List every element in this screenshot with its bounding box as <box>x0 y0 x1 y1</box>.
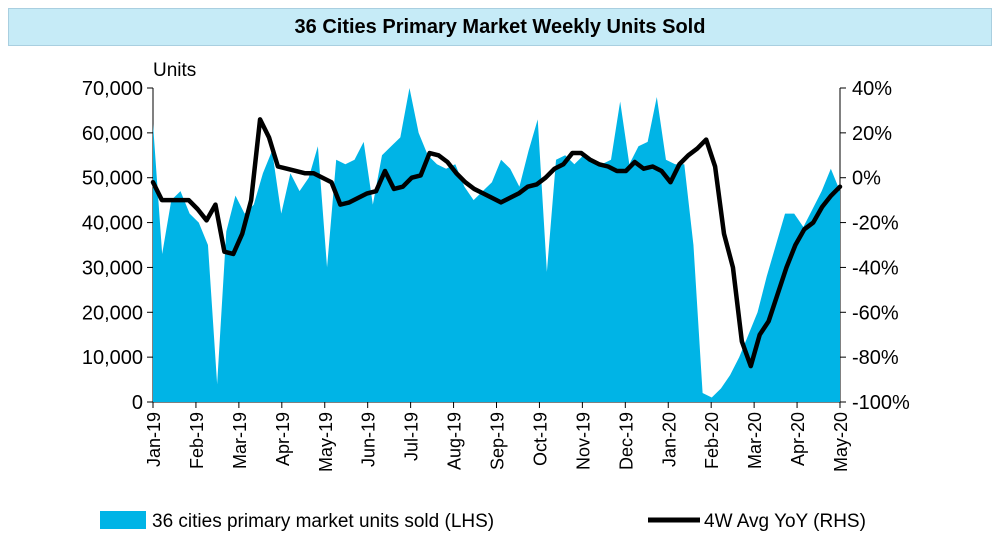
chart-title-bar: 36 Cities Primary Market Weekly Units So… <box>8 8 992 46</box>
x-axis-tick-label: Mar-19 <box>230 412 250 469</box>
x-axis-tick-label: Feb-19 <box>187 412 207 469</box>
x-axis-tick-label: Dec-19 <box>616 412 636 470</box>
x-axis-tick-label: Nov-19 <box>573 412 593 470</box>
x-axis-tick-label: Jul-19 <box>402 412 422 461</box>
left-axis-tick-label: 0 <box>132 392 143 414</box>
x-axis-tick-label: Feb-20 <box>702 412 722 469</box>
legend-swatch-units-sold <box>100 511 146 529</box>
area-layer <box>153 88 840 402</box>
right-axis-tick-label: -40% <box>852 257 899 279</box>
x-axis-tick-label: Oct-19 <box>530 412 550 466</box>
line-layer <box>150 117 843 369</box>
left-axis-tick-label: 20,000 <box>82 302 143 324</box>
left-axis-tick-label: 50,000 <box>82 168 143 190</box>
left-axis-tick-label: 70,000 <box>82 78 143 100</box>
legend-layer: 36 cities primary market units sold (LHS… <box>100 511 866 532</box>
yoy-line <box>150 117 843 369</box>
chart-title: 36 Cities Primary Market Weekly Units So… <box>294 15 706 38</box>
right-axis-tick-label: 0% <box>852 168 881 190</box>
x-axis-tick-label: Jan-20 <box>659 412 679 467</box>
right-axis-tick-label: -100% <box>852 392 910 414</box>
left-axis-tick-label: 60,000 <box>82 123 143 145</box>
x-axis-tick-label: May-20 <box>831 412 851 472</box>
right-axis-tick-label: 20% <box>852 123 892 145</box>
left-axis-tick-label: 40,000 <box>82 213 143 235</box>
x-axis-tick-label: Jan-19 <box>144 412 164 467</box>
x-axis-tick-label: Aug-19 <box>445 412 465 470</box>
left-axis-tick-label: 10,000 <box>82 347 143 369</box>
x-axis-tick-label: May-19 <box>316 412 336 472</box>
right-axis-tick-label: 40% <box>852 78 892 100</box>
legend-label-units-sold: 36 cities primary market units sold (LHS… <box>152 511 494 532</box>
right-axis-tick-label: -20% <box>852 213 899 235</box>
right-axis-tick-label: -80% <box>852 347 899 369</box>
right-axis-tick-label: -60% <box>852 302 899 324</box>
x-axis-tick-label: Sep-19 <box>488 412 508 470</box>
x-axis-tick-label: Jun-19 <box>359 412 379 467</box>
units-sold-area <box>153 88 840 402</box>
x-axis-tick-label: Apr-20 <box>788 412 808 466</box>
left-axis-tick-label: 30,000 <box>82 257 143 279</box>
x-axis-tick-label: Apr-19 <box>273 412 293 466</box>
legend-label-yoy: 4W Avg YoY (RHS) <box>704 511 866 532</box>
label-layer: 0 10,000 20,000 30,000 40,000 50,000 60,000 70,… <box>82 60 910 472</box>
x-axis-tick-label: Mar-20 <box>745 412 765 469</box>
y-axis-label: Units <box>153 60 196 81</box>
